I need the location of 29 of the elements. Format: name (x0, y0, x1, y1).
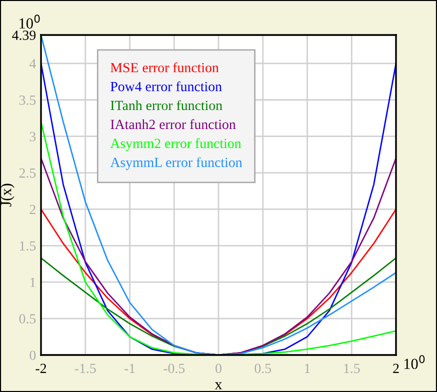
y-axis-title: J(x) (0, 184, 14, 207)
y-tick-label: 3.5 (19, 95, 36, 105)
x-tick-label: -0.5 (164, 364, 185, 374)
y-tick-label: 3 (30, 132, 36, 142)
y-tick-label: 2 (30, 204, 36, 214)
y-tick-label: 4.39 (12, 30, 36, 40)
text: AsymmL error function (110, 157, 242, 170)
y-tick-label: 4 (29, 59, 36, 68)
x-tick-label: 0.5 (254, 364, 272, 374)
text: 10$^{0}$ (404, 355, 425, 370)
text: 10$^{0}$ (20, 14, 40, 29)
x-tick-label: -1.5 (74, 364, 96, 374)
y-tick-label: 0 (30, 350, 36, 360)
y-tick-label: 2.5 (19, 168, 36, 178)
x-tick-label: 2 (393, 364, 399, 373)
text: Asymm2 error function (110, 138, 242, 151)
x-tick-label: -2 (36, 364, 46, 373)
y-tick-label: 1 (30, 278, 36, 287)
text: MSE error function (110, 62, 219, 72)
x-axis-title: x (214, 382, 222, 390)
x-tick-label: 1 (305, 364, 310, 373)
text: IAtanh2 error function (110, 119, 236, 130)
text: ITanh error function (110, 100, 222, 110)
x-tick-label: -1 (124, 364, 135, 373)
text: Pow4 error function (110, 81, 222, 92)
x-tick-label: 1.5 (344, 364, 360, 374)
y-tick-label: 0.5 (19, 314, 36, 324)
x-tick-label: 0 (216, 364, 222, 374)
y-tick-label: 1.5 (20, 241, 36, 251)
